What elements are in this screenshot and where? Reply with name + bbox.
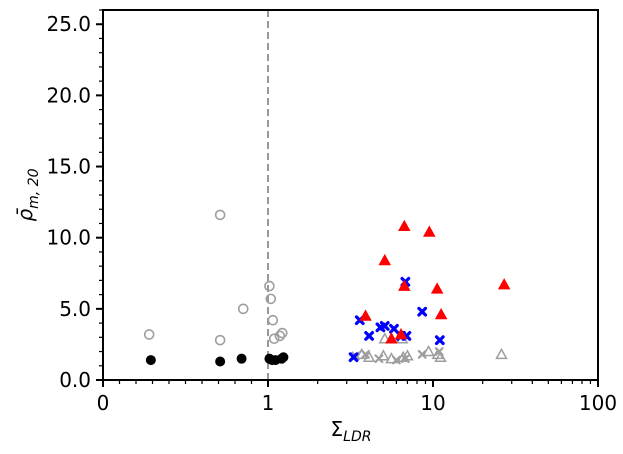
data-point-triangle-filled	[394, 327, 408, 340]
data-point-circle-open	[268, 333, 280, 345]
data-point-x-filled	[389, 323, 399, 334]
data-point-circle-open	[267, 314, 279, 326]
y-tick-label: 0.0	[59, 368, 91, 392]
data-point-x-open	[361, 349, 370, 359]
x-tick-label: 10	[420, 391, 445, 415]
data-point-circle-filled	[145, 355, 156, 366]
data-point-x-filled	[348, 352, 359, 363]
y-tick-label: 15.0	[46, 155, 91, 179]
plot-frame	[102, 9, 599, 381]
data-point-triangle-filled	[430, 282, 444, 294]
data-point-triangle-filled	[398, 219, 411, 232]
data-point-triangle-open	[495, 347, 508, 360]
data-point-triangle-filled	[434, 307, 448, 320]
x-axis-label-subscript: LDR	[343, 429, 371, 445]
data-point-triangle-open	[434, 350, 447, 362]
y-axis-label-main: ρ̄	[13, 208, 37, 222]
data-point-x-filled	[434, 335, 445, 346]
x-tick-label: 0	[97, 391, 110, 415]
data-point-x-filled	[417, 306, 428, 317]
tick-labels-layer: 0 1 10 100 0.0 5.0 10.0 15.0 20.0 25.0	[46, 12, 617, 415]
data-point-circle-filled	[236, 353, 247, 364]
x-axis-label: ΣLDR	[331, 417, 372, 445]
y-axis-label-subscript: m, 20	[26, 168, 42, 208]
data-point-x-open	[417, 349, 427, 359]
data-point-triangle-open	[378, 332, 392, 344]
data-point-triangle-filled	[378, 253, 392, 266]
x-axis-label-main: Σ	[331, 417, 344, 441]
data-point-circle-open	[264, 280, 275, 292]
data-point-circle-open	[214, 334, 226, 346]
data-point-triangle-filled	[359, 309, 372, 321]
data-point-triangle-filled	[423, 225, 436, 237]
data-point-circle-open	[143, 329, 155, 340]
y-tick-label: 25.0	[46, 12, 91, 36]
data-point-triangle-filled	[385, 332, 398, 344]
y-tick-label: 10.0	[46, 226, 91, 250]
x-tick-label: 100	[579, 391, 617, 415]
data-point-circle-open	[265, 293, 277, 305]
y-axis-label: ρ̄m, 20	[13, 168, 42, 221]
data-point-circle-open	[274, 330, 286, 342]
data-point-circle-open	[214, 209, 226, 221]
y-tick-label: 20.0	[46, 83, 91, 107]
data-point-circle-filled	[278, 352, 289, 363]
data-point-circle-open	[276, 327, 288, 339]
data-point-x-open	[391, 355, 401, 365]
data-point-triangle-filled	[497, 278, 511, 290]
x-tick-label: 1	[262, 391, 275, 415]
data-points-layer	[143, 209, 511, 367]
y-tick-label: 5.0	[59, 297, 91, 321]
data-point-x-open	[400, 354, 410, 364]
data-point-x-filled	[379, 321, 390, 331]
data-point-x-open	[434, 347, 444, 356]
data-point-triangle-filled	[398, 279, 411, 291]
data-point-circle-open	[237, 303, 249, 315]
data-point-x-filled	[364, 330, 375, 341]
data-point-x-open	[374, 354, 384, 364]
data-point-circle-filled	[215, 356, 226, 367]
